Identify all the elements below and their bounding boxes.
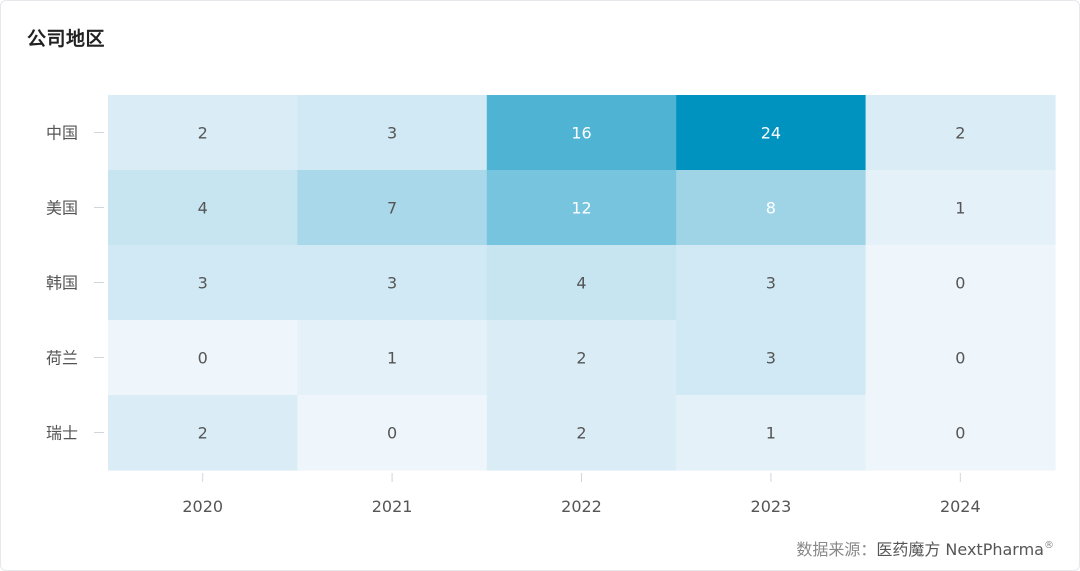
heatmap-cell [108,95,298,171]
cell-value-label: 16 [571,124,591,143]
cell-value-label: 2 [576,424,586,443]
y-tick-label: 荷兰 [46,349,78,368]
heatmap-cell [676,395,867,471]
x-tick-label: 2022 [561,497,602,516]
chart-title: 公司地区 [27,28,106,50]
cell-value-label: 12 [571,199,591,218]
heatmap-cell [486,245,677,321]
cell-value-label: 1 [766,424,776,443]
heatmap-cell [865,395,1056,471]
cell-value-label: 3 [198,274,208,293]
cell-value-label: 2 [198,124,208,143]
cell-value-label: 3 [387,124,397,143]
cell-value-label: 2 [576,349,586,368]
heatmap-cell [108,395,298,471]
y-tick-label: 美国 [46,199,78,218]
cell-value-label: 0 [387,424,397,443]
cell-value-label: 4 [576,274,586,293]
x-tick-label: 2020 [182,497,223,516]
heatmap-cell [297,320,488,396]
heatmap-cell-labels: 2 3 16 24 24 7 12 8 13 3 4 3 00 1 2 3 02 0 2 1 0 [198,124,966,443]
cell-value-label: 3 [766,349,776,368]
cell-value-label: 7 [387,199,397,218]
cell-value-label: 0 [955,274,965,293]
registered-mark: ® [1044,540,1054,551]
cell-value-label: 0 [955,424,965,443]
heatmap-cell [297,395,488,471]
heatmap-cell [297,95,488,171]
heatmap-cell [486,95,677,171]
heatmap-cell [676,320,867,396]
heatmap-cell [676,170,867,246]
y-tick-label: 瑞士 [46,424,78,443]
x-tick-label: 2024 [940,497,981,516]
source-brand: 医药魔方 NextPharma [876,540,1044,559]
heatmap-cell [108,320,298,396]
cell-value-label: 8 [766,199,776,218]
heatmap-cell [486,395,677,471]
heatmap-cell [486,170,677,246]
data-source-note: 数据来源：医药魔方 NextPharma® [796,536,1054,560]
x-tick-label: 2021 [372,497,413,516]
cell-value-label: 0 [198,349,208,368]
heatmap-cell [865,245,1056,321]
source-prefix: 数据来源： [796,540,877,559]
cell-value-label: 24 [761,124,781,143]
x-tick-label: 2023 [751,497,792,516]
heatmap-cell [108,170,298,246]
cell-value-label: 3 [766,274,776,293]
heatmap-cell [486,320,677,396]
heatmap-cell [297,245,488,321]
cell-value-label: 2 [198,424,208,443]
y-tick-label: 韩国 [46,274,78,293]
heatmap-cell [865,320,1056,396]
cell-value-label: 1 [955,199,965,218]
heatmap-cell [865,95,1056,171]
heatmap-cell [676,245,867,321]
y-tick-label: 中国 [46,124,78,143]
heatmap-cell [108,245,298,321]
x-axis: 2020 2021 2022 2023 2024 [182,473,981,516]
heatmap-cell [865,170,1056,246]
cell-value-label: 0 [955,349,965,368]
cell-value-label: 4 [198,199,208,218]
heatmap-cell [297,170,488,246]
cell-value-label: 2 [955,124,965,143]
cell-value-label: 3 [387,274,397,293]
cell-value-label: 1 [387,349,397,368]
heatmap-cells [108,95,1056,471]
heatmap-cell [676,95,867,171]
